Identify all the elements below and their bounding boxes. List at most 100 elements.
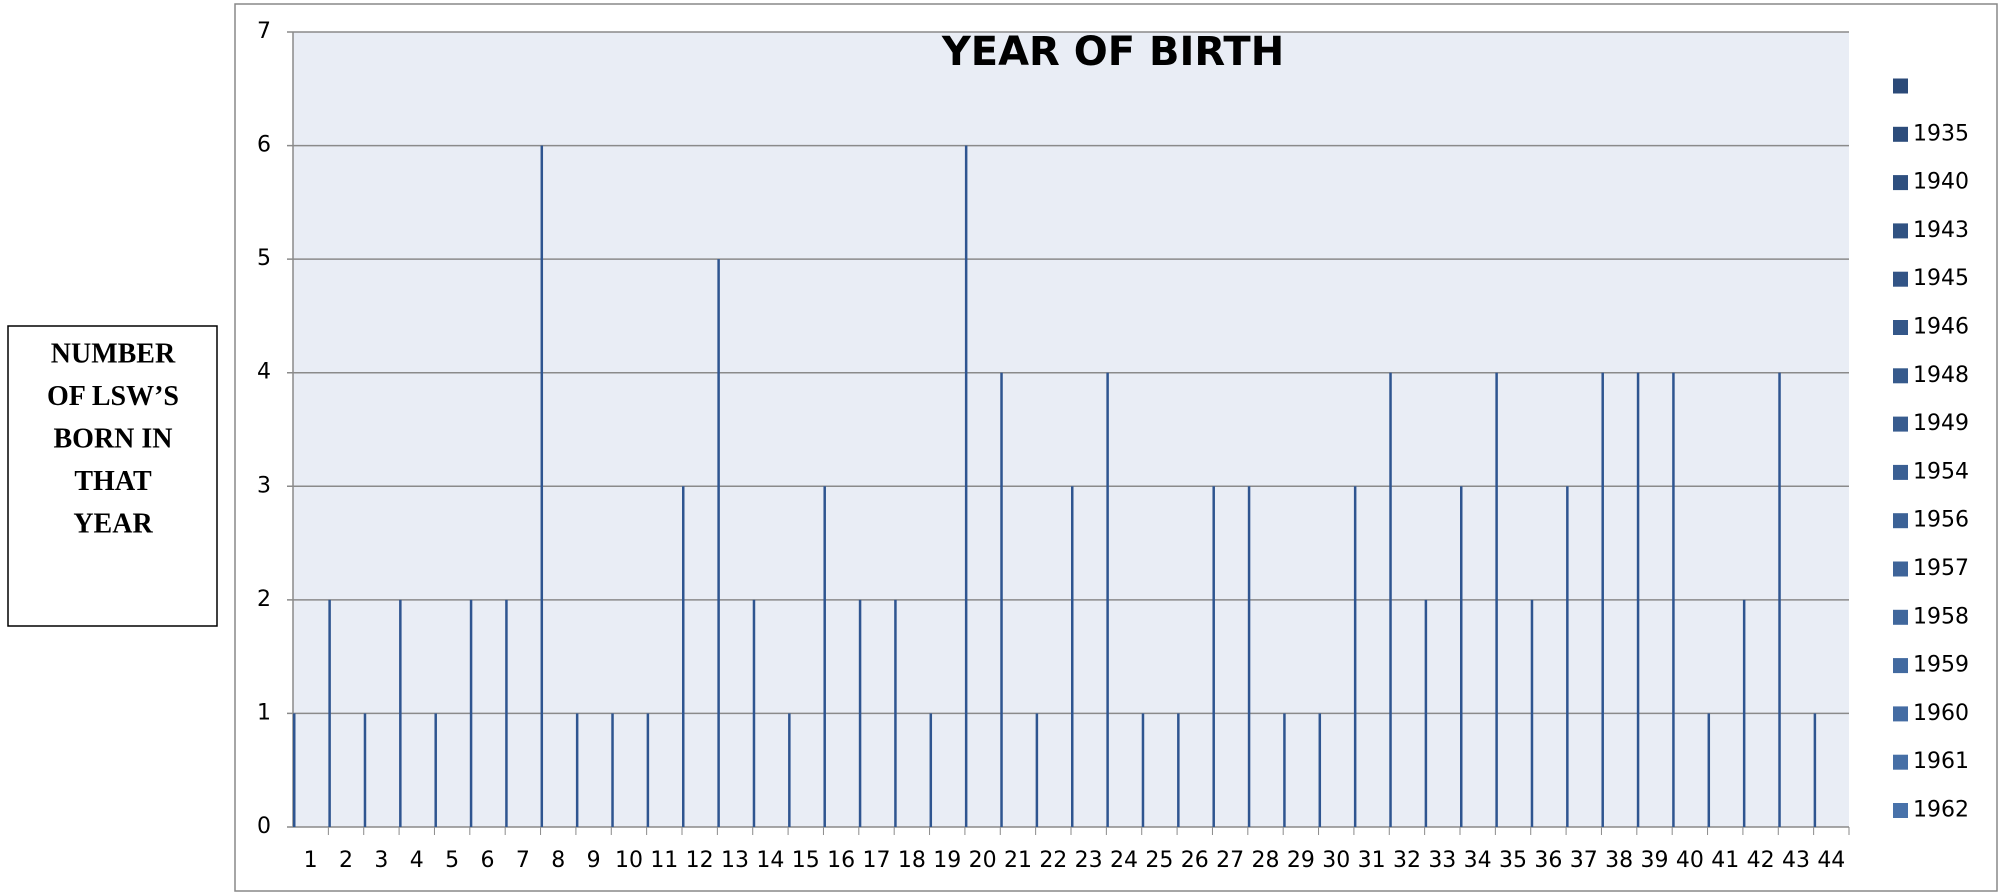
bar [1813, 713, 1817, 827]
x-tick-label: 30 [1322, 848, 1350, 873]
legend-label: 1945 [1913, 266, 1969, 291]
legend-label: 1960 [1913, 701, 1969, 726]
bar [575, 713, 579, 827]
x-tick-label: 23 [1075, 848, 1103, 873]
x-tick-label: 18 [898, 848, 926, 873]
x-tick-label: 11 [650, 848, 678, 873]
bar [1283, 713, 1286, 827]
bar [929, 713, 933, 827]
y-axis-label: THAT [74, 466, 152, 497]
bar [505, 599, 508, 827]
legend-label: 1949 [1913, 411, 1969, 436]
legend-marker [1893, 126, 1908, 142]
bar [894, 599, 897, 827]
x-tick-label: 33 [1428, 848, 1456, 873]
bar [1566, 486, 1569, 827]
x-tick-label: 44 [1817, 848, 1845, 873]
x-tick-label: 36 [1534, 848, 1562, 873]
legend-label: 1940 [1913, 170, 1969, 195]
bar [1247, 486, 1251, 827]
bar [1601, 372, 1604, 827]
legend-marker [1893, 368, 1908, 384]
bar [1035, 713, 1039, 827]
x-tick-label: 41 [1711, 848, 1739, 873]
x-tick-label: 15 [792, 848, 820, 873]
x-tick-label: 20 [969, 848, 997, 873]
x-tick-label: 8 [551, 848, 565, 873]
legend-marker [1893, 561, 1908, 577]
x-tick-label: 28 [1252, 848, 1280, 873]
x-tick-label: 19 [933, 848, 961, 873]
legend-marker [1893, 464, 1908, 480]
bar [1495, 372, 1498, 827]
bar [752, 599, 756, 827]
x-tick-label: 10 [615, 848, 643, 873]
bar [858, 599, 862, 827]
bar [1707, 713, 1711, 827]
x-tick-label: 7 [516, 848, 530, 873]
y-tick-label: 6 [257, 133, 271, 158]
legend-label: 1959 [1913, 653, 1969, 678]
bar [1424, 599, 1428, 827]
x-tick-label: 43 [1782, 848, 1810, 873]
x-tick-label: 27 [1216, 848, 1244, 873]
bar [823, 486, 826, 827]
x-tick-label: 17 [863, 848, 891, 873]
y-label-box [7, 325, 218, 627]
legend-marker [1893, 271, 1908, 287]
y-tick-label: 5 [257, 246, 271, 271]
x-tick-label: 4 [410, 848, 424, 873]
legend-label: 1948 [1913, 363, 1969, 388]
legend-marker [1893, 513, 1908, 529]
y-tick-label: 4 [257, 360, 271, 385]
bar [646, 713, 650, 827]
legend-marker [1893, 175, 1908, 191]
x-tick-label: 9 [587, 848, 601, 873]
x-tick-label: 42 [1747, 848, 1775, 873]
chart-title: YEAR OF BIRTH [941, 29, 1284, 75]
bar [469, 599, 473, 827]
bar [1318, 713, 1322, 827]
x-tick-label: 32 [1393, 848, 1421, 873]
legend-label: 1943 [1913, 218, 1969, 243]
bar [1177, 713, 1180, 827]
bar [1742, 599, 1746, 827]
bar [434, 713, 437, 827]
bar [328, 599, 331, 827]
legend-label: 1957 [1913, 556, 1969, 581]
x-tick-label: 38 [1605, 848, 1633, 873]
x-tick-label: 2 [339, 848, 353, 873]
x-tick-label: 3 [374, 848, 388, 873]
legend-marker [1893, 609, 1908, 625]
x-tick-label: 1 [304, 848, 318, 873]
x-tick-label: 14 [756, 848, 784, 873]
y-tick-label: 1 [257, 700, 271, 725]
bar [964, 145, 968, 828]
bar [1636, 372, 1640, 827]
legend-label: 1956 [1913, 508, 1969, 533]
legend-label: 1935 [1913, 121, 1969, 146]
y-axis-label: BORN IN [53, 423, 172, 454]
legend-marker [1893, 223, 1908, 239]
x-tick-label: 35 [1499, 848, 1527, 873]
y-axis-label: YEAR [73, 508, 153, 539]
x-tick-label: 37 [1570, 848, 1598, 873]
bar [611, 713, 614, 827]
bar [1672, 372, 1675, 827]
bar [1778, 372, 1781, 827]
bar [1460, 486, 1463, 827]
x-tick-label: 5 [445, 848, 459, 873]
x-tick-label: 31 [1358, 848, 1386, 873]
x-tick-label: 16 [827, 848, 855, 873]
legend-label: 1961 [1913, 749, 1969, 774]
bar [1106, 372, 1109, 827]
legend-label: 1962 [1913, 798, 1969, 823]
legend-marker [1893, 78, 1908, 94]
legend-marker [1893, 416, 1908, 432]
legend-label: 1946 [1913, 315, 1969, 340]
bar [717, 259, 720, 828]
bar [1212, 486, 1215, 827]
bar [1389, 372, 1392, 827]
